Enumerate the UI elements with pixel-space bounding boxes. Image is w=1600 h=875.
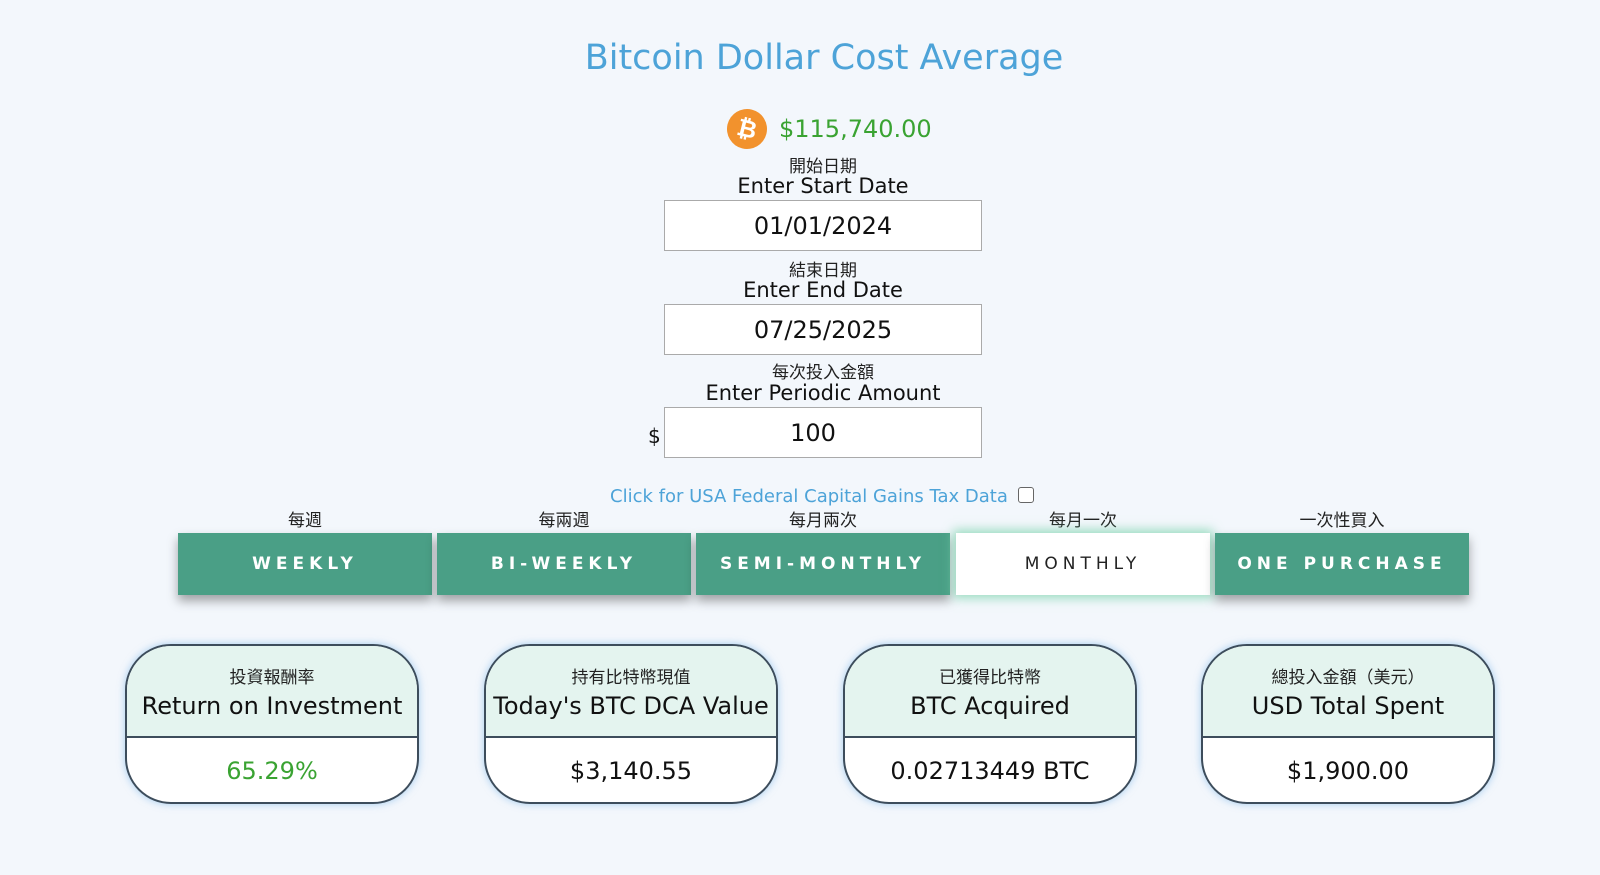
bitcoin-icon: ₿ [722, 104, 772, 154]
total-spent-card: 總投入金額（美元） USD Total Spent $1,900.00 [1201, 644, 1495, 804]
end-date-label-zh: 結束日期 [789, 261, 857, 281]
card-label-zh: 持有比特幣現值 [571, 667, 691, 688]
tax-data-link[interactable]: Click for USA Federal Capital Gains Tax … [610, 486, 1008, 507]
card-header: 已獲得比特幣 BTC Acquired [845, 646, 1135, 738]
semimonthly-button[interactable]: SEMI-MONTHLY [696, 533, 950, 595]
freq-label-zh-monthly: 每月一次 [1049, 511, 1117, 531]
one-purchase-button[interactable]: ONE PURCHASE [1215, 533, 1469, 595]
freq-label-zh-one-purchase: 一次性買入 [1299, 511, 1385, 531]
page-title: Bitcoin Dollar Cost Average [584, 38, 1064, 78]
btc-acquired-value: 0.02713449 BTC [890, 757, 1090, 785]
roi-value: 65.29% [226, 757, 318, 785]
start-date-label-zh: 開始日期 [789, 157, 857, 177]
card-label-zh: 總投入金額（美元） [1271, 667, 1425, 688]
freq-label-zh-biweekly: 每兩週 [538, 511, 590, 531]
btc-acquired-card: 已獲得比特幣 BTC Acquired 0.02713449 BTC [843, 644, 1137, 804]
dca-value-card: 持有比特幣現值 Today's BTC DCA Value $3,140.55 [484, 644, 778, 804]
start-date-input[interactable]: 01/01/2024 [664, 200, 982, 251]
roi-card: 投資報酬率 Return on Investment 65.29% [125, 644, 419, 804]
currency-symbol: $ [648, 424, 661, 448]
end-date-label: Enter End Date [743, 278, 903, 302]
btc-current-price: $115,740.00 [779, 115, 932, 143]
amount-label-zh: 每次投入金額 [772, 363, 874, 383]
card-label: USD Total Spent [1251, 691, 1445, 720]
monthly-button[interactable]: MONTHLY [956, 533, 1210, 595]
card-header: 投資報酬率 Return on Investment [127, 646, 417, 738]
freq-label-zh-semimonthly: 每月兩次 [789, 511, 857, 531]
biweekly-button[interactable]: BI-WEEKLY [437, 533, 691, 595]
card-header: 總投入金額（美元） USD Total Spent [1203, 646, 1493, 738]
btc-price-row: ₿ $115,740.00 [722, 104, 932, 154]
freq-label-zh-weekly: 每週 [288, 511, 322, 531]
start-date-label: Enter Start Date [737, 174, 909, 198]
card-label: BTC Acquired [910, 691, 1070, 720]
card-header: 持有比特幣現值 Today's BTC DCA Value [486, 646, 776, 738]
periodic-amount-value: 100 [790, 418, 836, 447]
periodic-amount-input[interactable]: 100 [664, 407, 982, 458]
weekly-button[interactable]: WEEKLY [178, 533, 432, 595]
dca-value: $3,140.55 [569, 757, 693, 785]
card-label-zh: 已獲得比特幣 [939, 667, 1041, 688]
card-label: Return on Investment [141, 691, 403, 720]
card-label-zh: 投資報酬率 [229, 667, 315, 688]
card-label: Today's BTC DCA Value [493, 691, 769, 720]
end-date-input[interactable]: 07/25/2025 [664, 304, 982, 355]
amount-label: Enter Periodic Amount [705, 381, 941, 405]
tax-data-checkbox[interactable] [1018, 487, 1034, 503]
total-spent-value: $1,900.00 [1286, 757, 1410, 785]
